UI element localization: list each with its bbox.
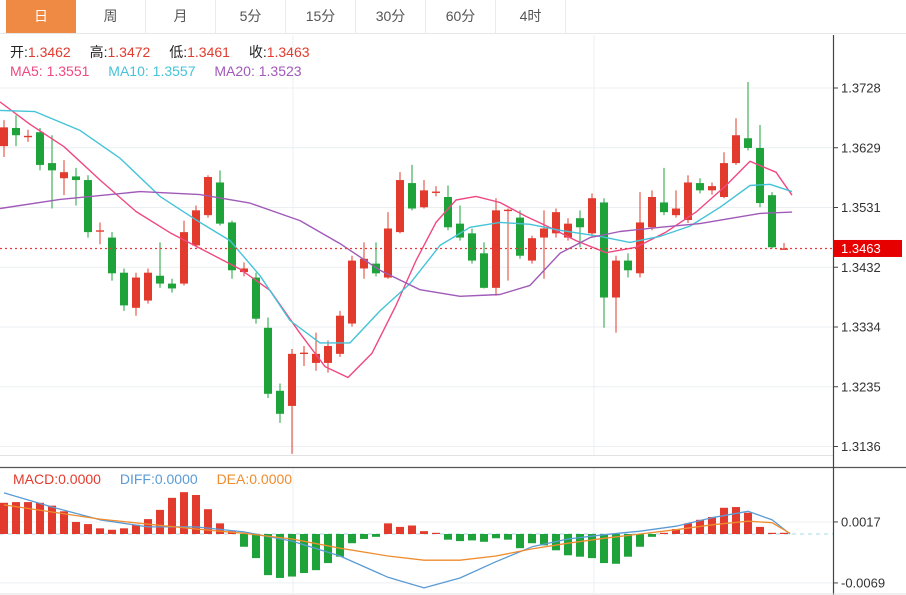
- candles-layer: [0, 81, 788, 454]
- price-tick-label: 1.3432: [841, 260, 881, 275]
- tab-week[interactable]: 周: [76, 0, 146, 33]
- diff-label: DIFF:: [119, 471, 155, 487]
- ma10-line: [0, 109, 793, 344]
- current-price-badge: 1.3463: [834, 239, 902, 257]
- ma5-line: [0, 101, 793, 379]
- macd-tick-label: 0.0017: [841, 514, 881, 529]
- ohlc-readout: 开:1.3462 高:1.3472 低:1.3461 收:1.3463: [10, 42, 325, 62]
- ma5-label: MA5:: [10, 63, 43, 79]
- ma20-line: [0, 190, 793, 297]
- tab-15min[interactable]: 15分: [286, 0, 356, 33]
- dea-line: [3, 504, 791, 561]
- price-tick-label: 1.3728: [841, 81, 881, 96]
- diff-value: 0.0000: [154, 471, 198, 487]
- macd-label: MACD:: [13, 471, 59, 487]
- ma20-value: 1.3523: [258, 63, 302, 79]
- ma10-label: MA10:: [108, 63, 149, 79]
- tab-60min[interactable]: 60分: [426, 0, 496, 33]
- ma5-value: 1.3551: [46, 63, 90, 79]
- price-tick-label: 1.3235: [841, 379, 881, 394]
- current-price-label: 1.3463: [841, 241, 881, 256]
- price-tick-label: 1.3629: [841, 140, 881, 155]
- high-label: 高:: [89, 44, 108, 60]
- tab-5min[interactable]: 5分: [216, 0, 286, 33]
- close-label: 收:: [248, 44, 267, 60]
- high-value: 1.3472: [107, 44, 151, 60]
- timeframe-tabbar: 日 周 月 5分 15分 30分 60分 4时: [0, 0, 906, 34]
- open-value: 1.3462: [27, 44, 71, 60]
- price-tick-label: 1.3531: [841, 200, 881, 215]
- macd-value: 0.0000: [58, 471, 101, 487]
- macd-histogram: [0, 492, 788, 578]
- price-tick-label: 1.3334: [841, 320, 881, 335]
- ma10-value: 1.3557: [152, 63, 196, 79]
- tab-4hour[interactable]: 4时: [496, 0, 566, 33]
- open-label: 开:: [10, 44, 28, 60]
- price-axis-labels: 1.3728 1.3629 1.3531 1.3432 1.3334 1.3235 1.31…: [833, 81, 885, 590]
- tab-day[interactable]: 日: [6, 0, 76, 33]
- grid-lines: [0, 35, 833, 593]
- low-label: 低:: [169, 44, 188, 60]
- price-tick-label: 1.3136: [841, 439, 881, 454]
- ma20-label: MA20:: [214, 63, 255, 79]
- ma-readout: MA5: 1.3551 MA10: 1.3557 MA20: 1.3523: [10, 63, 317, 79]
- macd-readout: MACD:0.0000 DIFF:0.0000 DEA:0.0000: [13, 471, 307, 487]
- dea-value: 0.0000: [249, 471, 293, 487]
- close-value: 1.3463: [266, 44, 310, 60]
- macd-tick-label: -0.0069: [841, 575, 885, 590]
- dea-label: DEA:: [216, 471, 250, 487]
- diff-line: [3, 492, 791, 589]
- tab-month[interactable]: 月: [146, 0, 216, 33]
- tab-30min[interactable]: 30分: [356, 0, 426, 33]
- low-value: 1.3461: [187, 44, 230, 60]
